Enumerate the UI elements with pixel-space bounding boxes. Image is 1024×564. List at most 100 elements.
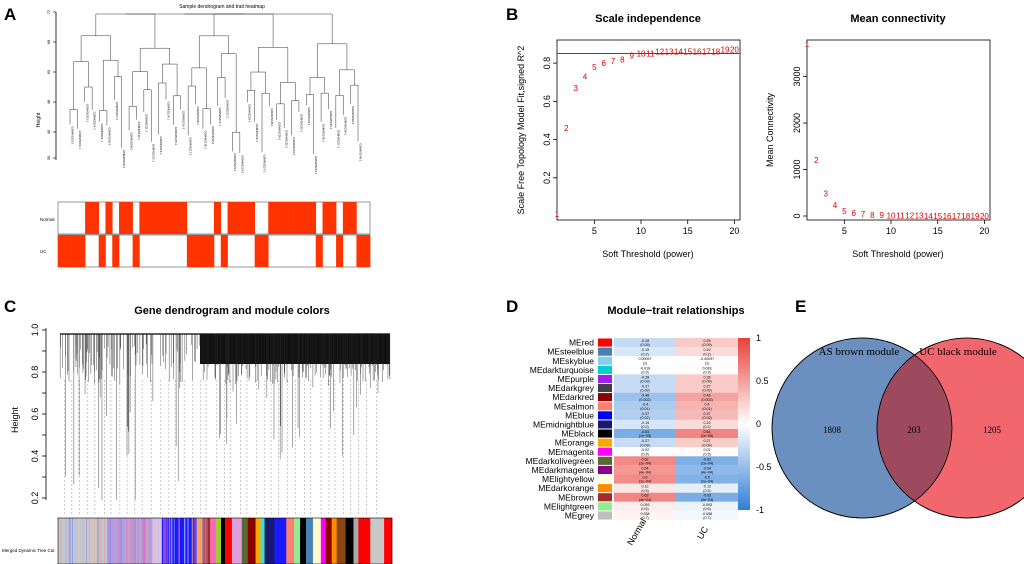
panel-d-cell: [614, 392, 676, 402]
panel-b-left-point-label: 1: [555, 210, 560, 219]
panel-a-dendro-link: [320, 92, 329, 122]
panel-d-row-label: MEdarkorange: [538, 483, 594, 493]
panel-d-cell: [676, 429, 738, 439]
venn-left-outline: [771, 337, 953, 519]
panel-d-cell-p: (1): [705, 361, 709, 365]
panel-b-left-point-label: 14: [674, 48, 683, 57]
panel-a-ytick-label: 30: [46, 155, 51, 160]
panel-b-left-point-label: 13: [665, 48, 674, 57]
panel-c-color-stripe: [124, 518, 126, 564]
panel-d-cell-r: 0.00097: [639, 357, 652, 361]
panel-c-color-stripe: [75, 518, 77, 564]
panel-c-color-stripe: [147, 518, 149, 564]
panel-a-trait-cell-normal: [146, 202, 154, 234]
panel-a-trait-cell-uc: [254, 235, 262, 267]
panel-d-cell-p: (0.9): [703, 452, 710, 456]
panel-d-cell: [676, 401, 738, 411]
panel-d-cell: [676, 438, 738, 448]
panel-c-color-stripe: [121, 518, 123, 564]
panel-d-cell: [614, 492, 676, 502]
panel-e-letter: E: [795, 297, 806, 316]
panel-b-right-point-label: 1: [805, 40, 810, 49]
panel-a-trait-cell-uc: [58, 235, 66, 267]
panel-a-leaf-label: GSM405231-1: [292, 137, 296, 156]
panel-c-ytick-label: 1.0: [30, 324, 40, 337]
panel-c-color-segment: [151, 518, 162, 564]
panel-a-leaf-label: GSM405205-1: [100, 124, 104, 143]
panel-c-color-stripe: [83, 518, 84, 564]
panel-b-right-point-label: 7: [861, 210, 866, 219]
panel-c-color-stripe: [184, 518, 185, 564]
panel-d-cell-r: -0.4: [642, 403, 648, 407]
panel-b-left-ytick-label: 0.8: [542, 57, 552, 70]
panel-c-color-segment: [312, 518, 322, 564]
panel-d-row-label: MEdarkolivegreen: [525, 456, 594, 466]
panel-a-leaf-label: GSM405224-1: [240, 155, 244, 174]
panel-d-cell-r: -0.02: [641, 448, 649, 452]
panel-d-row-swatch: [598, 347, 612, 356]
panel-b-right-point-label: 11: [896, 212, 905, 221]
panel-d-row-swatch: [598, 338, 612, 347]
panel-c-color-stripe: [167, 518, 168, 564]
panel-d-cell-r: -0.093: [702, 503, 712, 507]
panel-c-color-stripe: [65, 518, 67, 564]
panel-c-color-segment: [260, 518, 265, 564]
panel-a-trait-cell-uc: [261, 235, 269, 267]
panel-a-dendro-link: [246, 90, 255, 122]
panel-d-cell-r: -0.19: [641, 348, 649, 352]
panel-d-cell: [614, 429, 676, 439]
panel-d-cell-p: (4e−04): [639, 471, 652, 475]
panel-d-row-swatch: [598, 438, 612, 447]
panel-a-trait-cell-normal: [268, 202, 276, 234]
panel-a-dendro-link: [217, 77, 226, 106]
panel-a-leaf-label: GSM405202-1: [78, 131, 82, 150]
panel-c-color-stripe: [127, 518, 128, 564]
panel-c-color-segment: [286, 518, 295, 564]
panel-a-trait-cell-normal: [349, 202, 357, 234]
panel-c-color-segment: [320, 518, 326, 564]
panel-a-leaf-label: GSM405223-1: [233, 153, 237, 172]
panel-c-color-stripe: [165, 518, 167, 564]
panel-c-color-segment: [274, 518, 287, 564]
panel-d-cell-r: 0.12: [642, 485, 649, 489]
panel-c-color-stripe: [119, 518, 121, 564]
panel-c-color-stripe: [194, 518, 196, 564]
panel-c-ylabel: Height: [10, 406, 20, 433]
panel-c-color-stripe: [101, 518, 102, 564]
venn-left-count: 1808: [823, 425, 842, 435]
panel-b-left-xtick-label: 5: [592, 226, 597, 236]
panel-a-leaf-label: GSM405211-1: [144, 114, 148, 132]
panel-b-right-xtick-label: 20: [979, 226, 989, 236]
venn-overlap-count: 203: [907, 425, 921, 435]
panel-d-row-label: MEgrey: [565, 511, 595, 521]
panel-a-dendro-link: [291, 100, 300, 136]
panel-d-cell-p: (4e−04): [639, 498, 652, 502]
panel-b-left-xlabel: Soft Threshold (power): [602, 249, 693, 259]
panel-d-row-swatch: [598, 420, 612, 429]
panel-b-left-point-label: 17: [702, 48, 711, 57]
panel-a-trait-cell-normal: [227, 202, 235, 234]
panel-a-trait-cell-uc: [71, 235, 79, 267]
panel-a-leaf-label: GSM405234-1: [314, 156, 318, 175]
panel-a-dendro-link: [339, 69, 355, 96]
panel-c-color-stripe: [179, 518, 180, 564]
panel-c-ytick-label: 0.4: [30, 450, 40, 463]
panel-b-left-point-label: 5: [592, 63, 597, 72]
panel-c-color-stripe: [67, 518, 69, 564]
panel-a-leaf-label: GSM405213-1: [159, 136, 163, 155]
panel-a-ytick-label: 48: [46, 99, 51, 104]
panel-a-dendro-link: [95, 13, 156, 49]
panel-c-color-stripe: [205, 518, 206, 564]
panel-d-cell-p: (1e−05): [701, 434, 714, 438]
panel-c-color-stripe: [99, 518, 101, 564]
panel-b-right-point-label: 2: [814, 156, 819, 165]
panel-d-cell: [676, 474, 738, 484]
panel-d-cell-r: -0.058: [702, 512, 712, 516]
panel-b-left-xtick-label: 20: [729, 226, 739, 236]
panel-d-row-label: MEmidnightblue: [533, 420, 594, 430]
panel-c-color-stripe: [97, 518, 99, 564]
panel-d-cell-p: (1e−04): [701, 462, 714, 466]
panel-b-right-ytick-label: 0: [792, 213, 802, 218]
panel-a-trait-cell-uc: [200, 235, 208, 267]
panel-d-row-swatch: [598, 356, 612, 365]
